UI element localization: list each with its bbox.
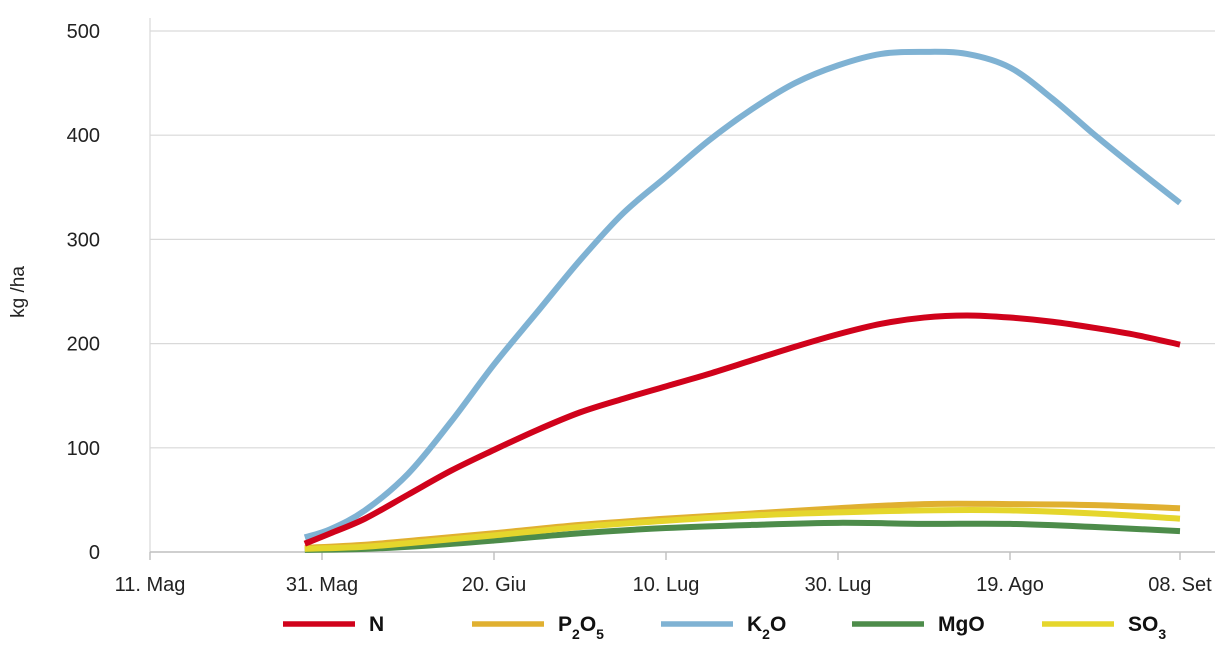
x-tick-label: 19. Ago: [976, 574, 1044, 596]
x-tick-label: 30. Lug: [805, 574, 872, 596]
y-tick-label: 500: [67, 21, 100, 43]
x-tick-label: 31. Mag: [286, 574, 358, 596]
legend-label: SO3: [1128, 613, 1166, 642]
y-tick-label: 100: [67, 438, 100, 460]
legend-item-mgo: MgO: [852, 613, 985, 636]
gridlines: [150, 30, 1215, 449]
legend: N P2O5 K2O MgO SO3: [283, 613, 1166, 642]
y-tick-label: 400: [67, 125, 100, 147]
x-tick-label: 11. Mag: [115, 574, 186, 596]
legend-item-k2o: K2O: [661, 613, 786, 642]
legend-label: N: [369, 613, 384, 636]
series-line-so3: [304, 506, 1181, 552]
series-line-n: [303, 312, 1181, 547]
legend-item-so3: SO3: [1042, 613, 1166, 642]
y-tick-label: 200: [67, 334, 100, 356]
series-lines: [303, 48, 1182, 553]
legend-item-n: N: [283, 613, 384, 636]
x-tick-label: 20. Giu: [462, 574, 526, 596]
axes: 0 100 200 300 400 500 11. Mag 31. Mag 20. Giu 10.…: [67, 18, 1215, 596]
y-tick-label: 0: [89, 542, 100, 564]
y-tick-label: 300: [67, 229, 100, 251]
legend-label: K2O: [747, 613, 786, 642]
x-tick-label: 10. Lug: [633, 574, 700, 596]
legend-label: P2O5: [558, 613, 604, 642]
series-line-mgo: [304, 519, 1181, 553]
legend-label: MgO: [938, 613, 985, 636]
legend-item-p2o5: P2O5: [472, 613, 604, 642]
x-tick-label: 08. Set: [1148, 574, 1212, 596]
series-line-k2o: [303, 48, 1182, 541]
y-axis-title: kg /ha: [8, 266, 29, 318]
